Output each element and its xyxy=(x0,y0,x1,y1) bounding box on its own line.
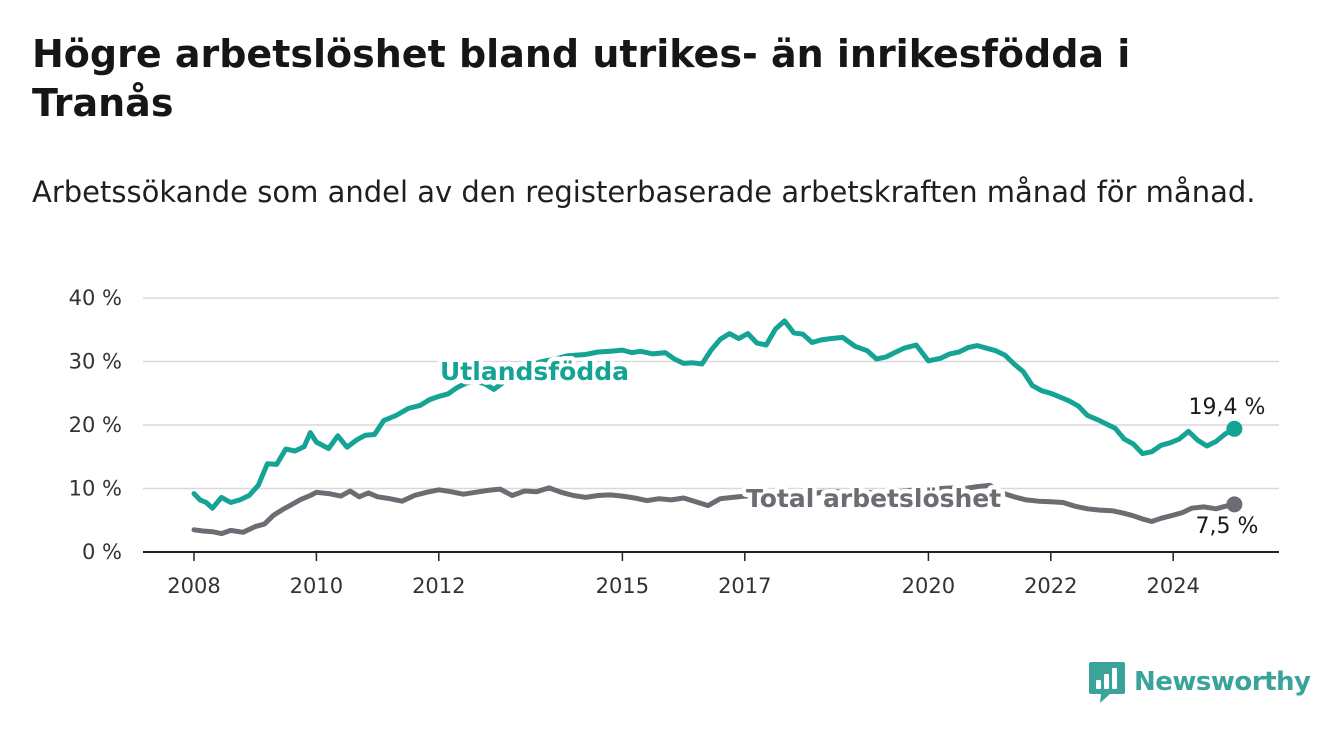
end-point-total xyxy=(1226,496,1243,513)
series-label-utlandsfodda: Utlandsfödda xyxy=(440,357,629,386)
x-tick-label: 2017 xyxy=(718,574,771,598)
newsworthy-brand: Newsworthy xyxy=(1088,660,1311,704)
y-tick-label: 10 % xyxy=(69,477,122,501)
chart-title: Högre arbetslöshet bland utrikes- än inr… xyxy=(32,32,1131,125)
gridlines xyxy=(143,297,1279,490)
series-line-total xyxy=(191,482,1237,537)
newsworthy-logo-icon xyxy=(1089,662,1125,703)
x-tick-label: 2012 xyxy=(412,574,465,598)
x-tick-label: 2010 xyxy=(290,574,343,598)
x-tick-label: 2008 xyxy=(167,574,220,598)
y-tick-label: 40 % xyxy=(69,286,122,310)
brand-name: Newsworthy xyxy=(1134,667,1311,697)
series-labels: Utlandsfödda Total arbetslöshet 19,4 % 7,5 … xyxy=(436,353,1266,540)
x-axis-ticks: 2008 2010 2012 2015 2017 2020 2022 2024 xyxy=(143,551,1279,598)
x-tick-label: 2022 xyxy=(1024,574,1077,598)
x-tick-label: 2024 xyxy=(1146,574,1199,598)
series-label-total: Total arbetslöshet xyxy=(746,484,1001,513)
y-axis-ticks: 0 % 10 % 20 % 30 % 40 % xyxy=(69,286,122,564)
end-label-total: 7,5 % xyxy=(1196,514,1259,539)
x-tick-label: 2015 xyxy=(596,574,649,598)
y-tick-label: 30 % xyxy=(69,350,122,374)
chart-subtitle: Arbetssökande som andel av den registerb… xyxy=(32,175,1256,209)
end-label-utlandsfodda: 19,4 % xyxy=(1189,395,1266,420)
y-tick-label: 0 % xyxy=(82,540,122,564)
series-lines xyxy=(191,318,1243,537)
end-point-utlandsfodda xyxy=(1226,420,1243,437)
y-tick-label: 20 % xyxy=(69,413,122,437)
series-line-utlandsfodda xyxy=(191,318,1237,511)
x-tick-label: 2020 xyxy=(902,574,955,598)
